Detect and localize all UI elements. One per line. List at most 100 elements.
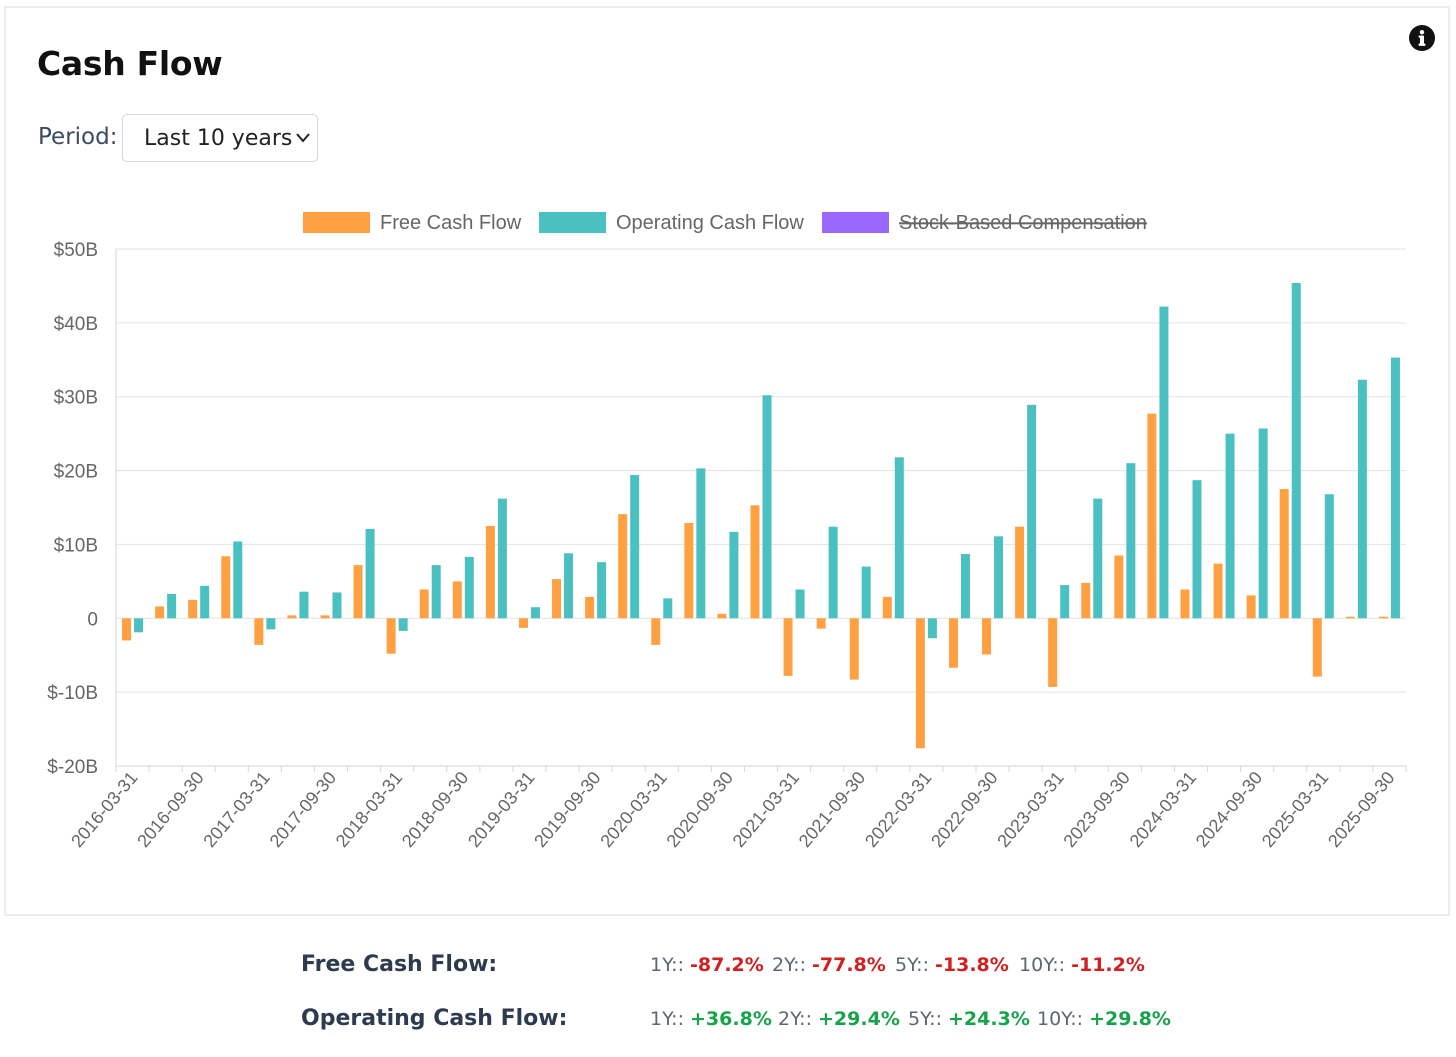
y-tick-label: $-20B: [47, 757, 98, 778]
ocf-bar: [1027, 404, 1037, 619]
x-tick-label: 2017-09-30: [266, 768, 341, 851]
y-tick-label: $-10B: [47, 683, 98, 704]
ocf-bar: [464, 556, 474, 619]
ocf-bar: [233, 541, 243, 619]
fcf-bar: [419, 589, 429, 619]
y-tick-label: $50B: [54, 240, 98, 261]
ocf-bar: [167, 593, 177, 619]
fcf-bar: [1312, 618, 1322, 677]
fcf-bar: [254, 618, 264, 645]
legend-swatch[interactable]: [539, 212, 606, 233]
x-tick-label: 2022-09-30: [927, 768, 1002, 851]
x-tick-label: 2021-09-30: [795, 768, 870, 851]
ocf-bar: [1159, 306, 1169, 619]
fcf-bar: [651, 618, 661, 645]
fcf-bar: [386, 618, 396, 654]
x-tick-label: 2017-03-31: [199, 768, 274, 851]
y-tick-label: $30B: [54, 388, 98, 409]
fcf-bar: [552, 579, 562, 619]
info-icon[interactable]: [1408, 24, 1436, 52]
legend-item-label[interactable]: Operating Cash Flow: [616, 212, 804, 234]
ocf-bar: [1093, 498, 1103, 619]
y-tick-label: $10B: [54, 535, 98, 556]
ocf-bar: [894, 457, 904, 619]
x-tick-label: 2019-09-30: [530, 768, 605, 851]
fcf-bar: [1378, 616, 1388, 619]
ocf-bar: [1390, 357, 1400, 619]
fcf-bar: [155, 606, 165, 619]
fcf-bar: [717, 613, 727, 619]
fcf-bar: [982, 618, 992, 655]
fcf-bar: [1147, 413, 1157, 619]
x-tick-label: 2020-09-30: [662, 768, 737, 851]
x-tick-label: 2023-03-31: [993, 768, 1068, 851]
fcf-bar: [915, 618, 925, 749]
ocf-bar: [630, 475, 640, 619]
ocf-bar: [1225, 433, 1235, 619]
x-tick-label: 2021-03-31: [729, 768, 804, 851]
x-tick-label: 2025-09-30: [1324, 768, 1399, 851]
ocf-bar: [398, 618, 408, 631]
fcf-bar: [287, 615, 297, 619]
ocf-bar: [994, 536, 1004, 619]
x-tick-label: 2025-03-31: [1258, 768, 1333, 851]
ocf-bar: [861, 566, 871, 619]
ocf-bar: [828, 526, 838, 619]
x-tick-label: 2020-03-31: [596, 768, 671, 851]
y-tick-label: $40B: [54, 314, 98, 335]
ocf-bar: [564, 553, 574, 619]
fcf-bar: [1213, 563, 1223, 619]
ocf-bar: [1357, 379, 1367, 619]
fcf-bar: [948, 618, 958, 668]
ocf-bar: [1192, 480, 1202, 619]
fcf-bar: [1015, 526, 1025, 619]
ocf-bar: [960, 554, 970, 619]
fcf-bar: [1246, 595, 1256, 619]
fcf-bar: [452, 581, 462, 619]
fcf-bar: [320, 615, 330, 619]
fcf-bar: [485, 525, 495, 619]
legend-item-label[interactable]: Free Cash Flow: [380, 212, 522, 234]
x-tick-label: 2016-03-31: [67, 768, 142, 851]
fcf-bar: [684, 523, 694, 619]
fcf-bar: [1114, 555, 1124, 619]
fcf-bar: [122, 618, 132, 641]
x-tick-label: 2018-09-30: [398, 768, 473, 851]
chevron-down-icon: [296, 133, 310, 143]
ocf-bar: [266, 618, 276, 630]
fcf-bar: [585, 596, 595, 619]
ocf-bar: [200, 585, 210, 619]
ocf-bar: [1324, 494, 1334, 619]
period-select-value: Last 10 years: [144, 126, 293, 151]
ocf-bar: [729, 531, 739, 619]
page-title: Cash Flow: [37, 44, 223, 83]
ocf-bar: [1126, 463, 1136, 619]
fcf-bar: [816, 618, 826, 629]
ocf-bar: [1258, 428, 1268, 619]
ocf-bar: [530, 607, 540, 619]
fcf-bar: [353, 565, 363, 619]
fcf-bar: [518, 618, 528, 628]
legend-item-label[interactable]: Stock-Based Compensation: [899, 212, 1147, 234]
period-select[interactable]: Last 10 years: [122, 114, 318, 162]
y-tick-label: $20B: [54, 462, 98, 483]
ocf-bar: [134, 618, 144, 633]
x-tick-label: 2016-09-30: [133, 768, 208, 851]
fcf-bar: [1279, 489, 1289, 619]
ocf-bar: [431, 565, 441, 619]
x-tick-label: 2018-03-31: [332, 768, 407, 851]
fcf-bar: [1345, 616, 1355, 619]
period-label: Period:: [38, 124, 118, 150]
ocf-bar: [365, 528, 375, 619]
ocf-bar: [597, 562, 607, 619]
x-tick-label: 2022-03-31: [861, 768, 936, 851]
legend-swatch[interactable]: [822, 212, 889, 233]
legend-swatch[interactable]: [303, 212, 370, 233]
ocf-bar: [332, 592, 342, 619]
ocf-bar: [299, 591, 309, 619]
fcf-bar: [750, 505, 760, 619]
x-tick-label: 2024-03-31: [1126, 768, 1201, 851]
fcf-bar: [1180, 589, 1190, 619]
ocf-bar: [1291, 282, 1301, 619]
